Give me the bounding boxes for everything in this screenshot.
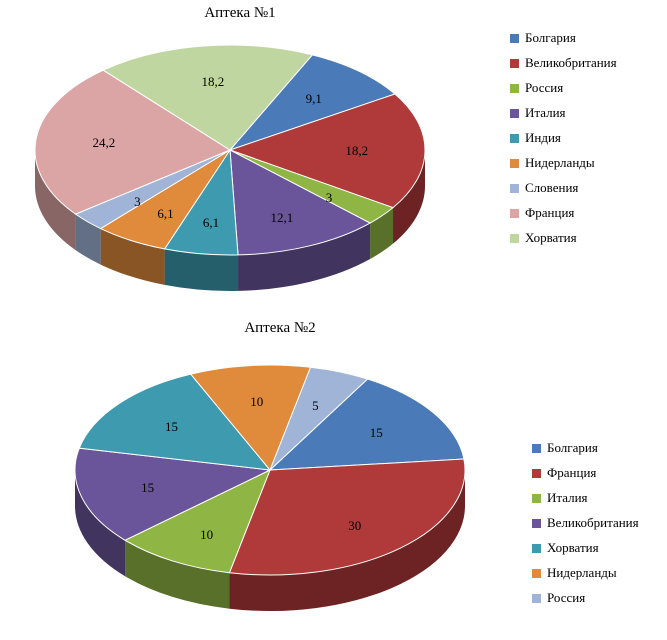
chart2-legend-swatch-3 bbox=[532, 519, 541, 528]
chart2-legend-swatch-1 bbox=[532, 469, 541, 478]
chart2-legend-item-2: Италия bbox=[532, 490, 639, 506]
chart2-legend-label-6: Россия bbox=[547, 590, 585, 606]
chart2-slice-label-2: 10 bbox=[200, 527, 213, 543]
chart2-legend-label-1: Франция bbox=[547, 465, 596, 481]
chart2-legend-swatch-0 bbox=[532, 444, 541, 453]
chart2-legend-item-5: Нидерланды bbox=[532, 565, 639, 581]
chart2-slice-label-1: 30 bbox=[348, 518, 361, 534]
chart2-legend-label-0: Болгария bbox=[547, 440, 598, 456]
chart2-legend-label-3: Великобритания bbox=[547, 515, 639, 531]
chart2-legend-item-0: Болгария bbox=[532, 440, 639, 456]
chart2-legend-swatch-4 bbox=[532, 544, 541, 553]
chart2-legend-item-3: Великобритания bbox=[532, 515, 639, 531]
chart2-slice-label-6: 5 bbox=[312, 398, 319, 414]
chart2-legend-label-4: Хорватия bbox=[547, 540, 599, 556]
chart2-legend-label-5: Нидерланды bbox=[547, 565, 617, 581]
chart2-legend-item-6: Россия bbox=[532, 590, 639, 606]
chart2-legend: Болгария Франция Италия Великобритания Хорва… bbox=[532, 440, 639, 615]
chart2-slice-label-0: 15 bbox=[370, 425, 383, 441]
chart2-legend-swatch-2 bbox=[532, 494, 541, 503]
chart2-legend-label-2: Италия bbox=[547, 490, 588, 506]
chart2-slice-label-4: 15 bbox=[165, 419, 178, 435]
chart2-slice-label-5: 10 bbox=[250, 394, 263, 410]
chart2-legend-item-4: Хорватия bbox=[532, 540, 639, 556]
chart2-legend-item-1: Франция bbox=[532, 465, 639, 481]
chart2-legend-swatch-6 bbox=[532, 594, 541, 603]
chart2-slice-label-3: 15 bbox=[141, 480, 154, 496]
chart2-legend-swatch-5 bbox=[532, 569, 541, 578]
